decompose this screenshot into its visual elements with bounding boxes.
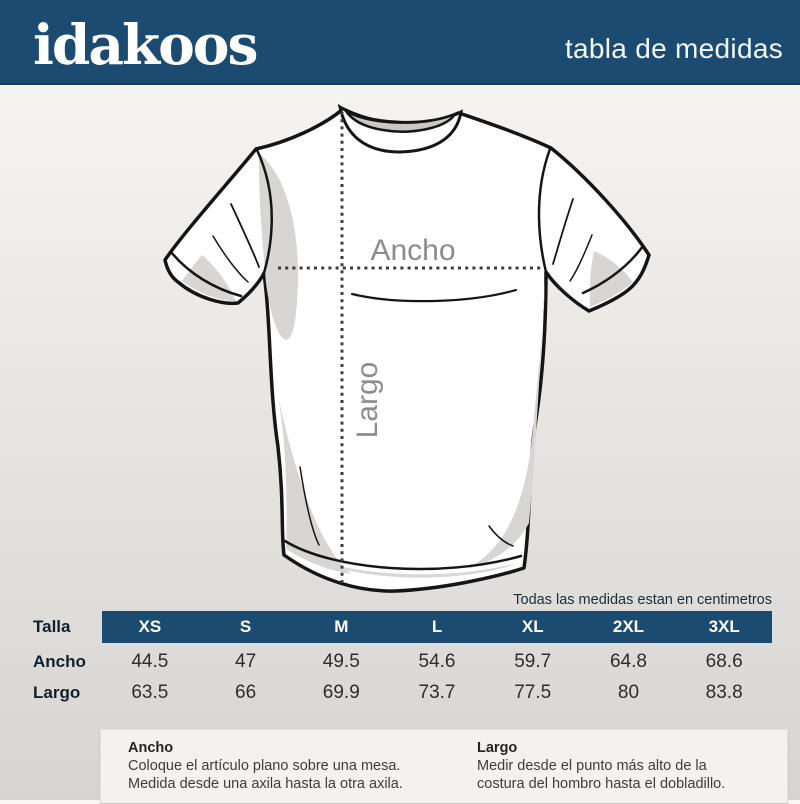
value-cell: 66 [235,681,257,703]
value-cell: 44.5 [131,650,169,672]
instruction-largo-line2: costura del hombro hasta el dobladillo. [477,776,726,792]
size-col-3xl: 3XL [708,617,740,636]
collar-opening [344,109,458,133]
size-col-s: S [239,617,252,636]
instruction-ancho-line2: Medida desde una axila hasta la otra axi… [128,776,403,792]
row-label-ancho: Ancho [33,651,86,671]
value-cell: 47 [235,650,257,672]
tshirt-illustration: Ancho Largo [163,103,651,593]
value-cell: 77.5 [514,681,552,703]
size-col-m: M [334,617,349,636]
value-cell: 83.8 [705,681,743,703]
diagram-area: Ancho Largo [0,85,800,593]
tshirt-body [163,107,651,593]
instruction-largo: Largo Medir desde el punto más alto de l… [477,739,787,793]
row-label-largo: Largo [33,682,81,702]
idakoos-logo: idakoos [33,12,258,77]
ancho-values: 44.5 47 49.5 54.6 59.7 64.8 68.6 [102,651,772,673]
value-cell: 73.7 [418,681,456,703]
size-col-xs: XS [138,617,162,636]
value-cell: 64.8 [609,650,647,672]
instruction-ancho-title: Ancho [128,740,174,756]
header: idakoos tabla de medidas [0,0,800,85]
instruction-ancho-line1: Coloque el artículo plano sobre una mesa… [128,758,401,774]
page-title: tabla de medidas [564,33,783,64]
value-cell: 59.7 [514,650,552,672]
size-col-2xl: 2XL [612,617,645,636]
instruction-ancho: Ancho Coloque el artículo plano sobre un… [101,739,477,793]
instruction-largo-line1: Medir desde el punto más alto de la [477,758,707,774]
size-header-row: Talla XS S M L XL 2XL 3XL [0,611,772,643]
width-label: Ancho [370,234,455,267]
value-cell: 68.6 [705,650,743,672]
units-note: Todas las medidas estan en centimetros [513,592,772,608]
row-header-talla: Talla [33,617,71,636]
table-row-largo: Largo 63.5 66 69.9 73.7 77.5 80 83.8 [0,677,772,708]
table-row-ancho: Ancho 44.5 47 49.5 54.6 59.7 64.8 68.6 [0,646,772,677]
size-col-xl: XL [521,617,544,636]
value-cell: 49.5 [322,650,360,672]
size-header-bar: XS S M L XL 2XL 3XL [102,611,772,643]
size-table: Talla XS S M L XL 2XL 3XL Ancho 44.5 47 … [0,611,800,708]
size-col-l: L [431,617,443,636]
value-cell: 54.6 [418,650,456,672]
length-label: Largo [351,362,384,439]
tshirt-seams [169,147,645,571]
value-cell: 80 [617,681,640,703]
instruction-largo-title: Largo [477,740,518,756]
value-cell: 69.9 [322,681,360,703]
value-cell: 63.5 [131,681,169,703]
largo-values: 63.5 66 69.9 73.7 77.5 80 83.8 [102,682,772,704]
measurement-instructions: Ancho Coloque el artículo plano sobre un… [100,729,788,804]
